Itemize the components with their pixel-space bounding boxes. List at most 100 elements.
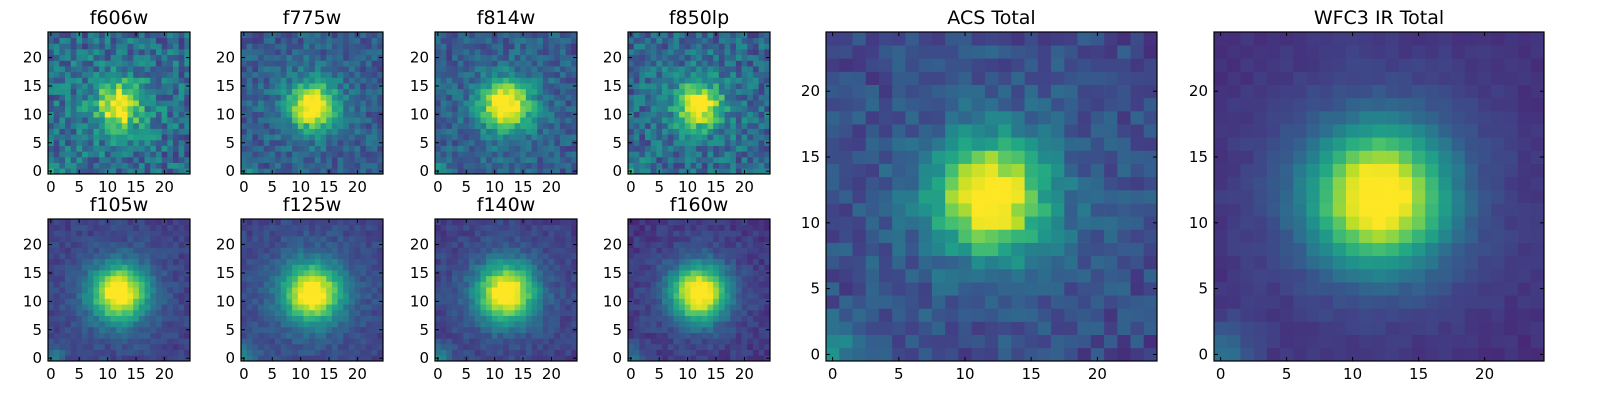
heatmap-cell — [480, 315, 487, 322]
heatmap-cell — [497, 145, 504, 152]
heatmap-cell — [87, 349, 94, 356]
heatmap-cell — [673, 145, 680, 152]
heatmap-cell — [718, 315, 725, 322]
heatmap-cell — [718, 338, 725, 345]
heatmap-cell — [662, 94, 669, 101]
heatmap-cell — [76, 298, 83, 305]
heatmap-cell — [155, 236, 162, 243]
heatmap-cell — [241, 77, 248, 84]
heatmap-cell — [337, 100, 344, 107]
heatmap-cell — [246, 117, 253, 124]
heatmap-cell — [667, 338, 674, 345]
heatmap-cell — [525, 100, 532, 107]
heatmap-cell — [155, 66, 162, 73]
heatmap-cell — [690, 117, 697, 124]
heatmap-cell — [650, 111, 657, 118]
heatmap-cell — [365, 111, 372, 118]
heatmap-cell — [275, 122, 282, 129]
heatmap-cell — [144, 321, 151, 328]
heatmap-cell — [99, 60, 106, 67]
heatmap-cell — [93, 88, 100, 95]
heatmap-cell — [116, 224, 123, 231]
heatmap-cell — [514, 326, 521, 333]
heatmap-cell — [542, 77, 549, 84]
heatmap-cell — [365, 122, 372, 129]
heatmap-cell — [371, 332, 378, 339]
heatmap-cell — [673, 60, 680, 67]
heatmap-cell — [258, 241, 265, 248]
heatmap-cell — [480, 338, 487, 345]
heatmap-cell — [150, 264, 157, 271]
heatmap-cell — [571, 156, 578, 163]
heatmap-cell — [292, 94, 299, 101]
heatmap-cell — [93, 105, 100, 112]
heatmap-cell — [508, 145, 515, 152]
heatmap-cell — [446, 236, 453, 243]
heatmap-cell — [548, 349, 555, 356]
heatmap-cell — [497, 94, 504, 101]
heatmap-cell — [167, 71, 174, 78]
heatmap-cell — [167, 49, 174, 56]
heatmap-cell — [309, 332, 316, 339]
heatmap-cell — [286, 298, 293, 305]
heatmap-cell — [667, 88, 674, 95]
heatmap-cell — [747, 275, 754, 282]
heatmap-cell — [303, 105, 310, 112]
heatmap-cell — [474, 315, 481, 322]
heatmap-cell — [263, 309, 270, 316]
heatmap-cell — [65, 151, 72, 158]
heatmap-cell — [258, 355, 265, 362]
heatmap-cell — [559, 122, 566, 129]
heatmap-cell — [696, 326, 703, 333]
heatmap-cell — [53, 355, 60, 362]
heatmap-cell — [525, 315, 532, 322]
heatmap-cell — [673, 151, 680, 158]
heatmap-cell — [70, 258, 77, 265]
heatmap-cell — [520, 71, 527, 78]
heatmap-cell — [161, 270, 168, 277]
heatmap-cell — [286, 247, 293, 254]
heatmap-cell — [53, 162, 60, 169]
heatmap-cell — [161, 71, 168, 78]
heatmap-cell — [138, 37, 145, 44]
heatmap-cell — [559, 88, 566, 95]
heatmap-cell — [701, 54, 708, 61]
heatmap-cell — [690, 37, 697, 44]
heatmap-cell — [133, 241, 140, 248]
heatmap-cell — [752, 298, 759, 305]
heatmap-cell — [286, 281, 293, 288]
heatmap-cell — [673, 343, 680, 350]
heatmap-cell — [314, 122, 321, 129]
heatmap-cell — [87, 168, 94, 175]
heatmap-cell — [292, 343, 299, 350]
heatmap-cell — [633, 145, 640, 152]
heatmap-cell — [684, 349, 691, 356]
heatmap-cell — [309, 111, 316, 118]
x-tick-label: 20 — [348, 365, 367, 383]
heatmap-cell — [286, 355, 293, 362]
heatmap-cell — [690, 332, 697, 339]
heatmap-cell — [246, 292, 253, 299]
heatmap-cell — [360, 332, 367, 339]
heatmap-cell — [127, 304, 134, 311]
heatmap-cell — [121, 264, 128, 271]
heatmap-cell — [263, 304, 270, 311]
heatmap-cell — [326, 230, 333, 237]
heatmap-cell — [474, 230, 481, 237]
heatmap-cell — [747, 326, 754, 333]
heatmap-cell — [735, 321, 742, 328]
heatmap-cell — [82, 298, 89, 305]
heatmap-cell — [354, 122, 361, 129]
heatmap-cell — [707, 304, 714, 311]
heatmap-cell — [741, 100, 748, 107]
heatmap-cell — [76, 275, 83, 282]
heatmap-cell — [337, 224, 344, 231]
heatmap-cell — [297, 321, 304, 328]
heatmap-cell — [127, 71, 134, 78]
heatmap-cell — [263, 60, 270, 67]
heatmap-cell — [246, 66, 253, 73]
heatmap-cell — [161, 253, 168, 260]
heatmap-cell — [365, 134, 372, 141]
heatmap-cell — [718, 100, 725, 107]
heatmap-cell — [503, 111, 510, 118]
